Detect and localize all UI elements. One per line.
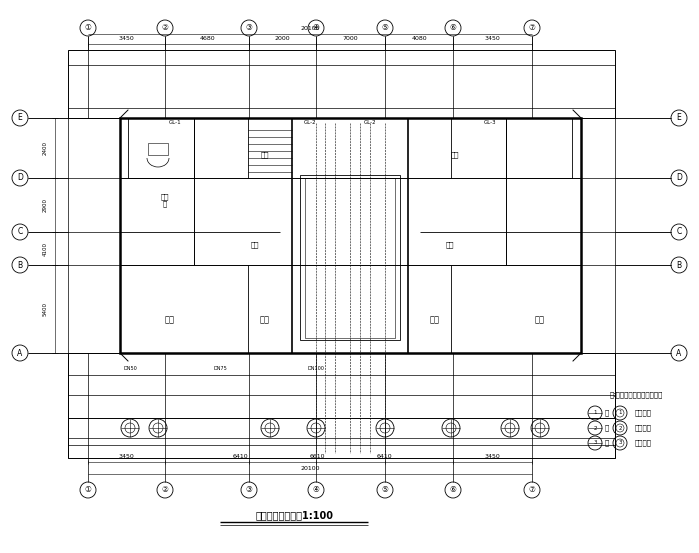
Text: GL-2: GL-2: [303, 119, 317, 124]
Text: D: D: [17, 174, 23, 182]
Text: GL-2: GL-2: [363, 119, 376, 124]
Text: 客厅: 客厅: [430, 316, 440, 325]
Text: B: B: [17, 260, 22, 269]
Bar: [506, 118, 572, 178]
Text: 3: 3: [618, 441, 621, 446]
Text: E: E: [17, 113, 22, 123]
Text: 3450: 3450: [119, 455, 134, 460]
Text: 4080: 4080: [411, 36, 427, 41]
Text: E: E: [677, 113, 682, 123]
Text: 2: 2: [593, 425, 597, 430]
Bar: [300, 175, 400, 340]
Text: ⑥: ⑥: [449, 486, 456, 494]
Text: DN50: DN50: [123, 366, 137, 371]
Text: 一层综排水平面图1:100: 一层综排水平面图1:100: [256, 510, 334, 520]
Text: 3450: 3450: [484, 455, 500, 460]
Text: 卧室: 卧室: [165, 316, 175, 325]
Text: ①: ①: [85, 23, 92, 33]
Text: ③: ③: [245, 23, 252, 33]
Text: A: A: [17, 348, 22, 357]
Text: 卫生
间: 卫生 间: [161, 193, 169, 207]
Text: 6410: 6410: [377, 455, 392, 460]
Text: C: C: [677, 227, 682, 237]
Text: 7000: 7000: [343, 36, 359, 41]
Text: ⑤: ⑤: [382, 23, 389, 33]
Text: 1: 1: [618, 410, 621, 415]
Text: 4680: 4680: [199, 36, 215, 41]
Text: 与: 与: [605, 425, 609, 431]
Text: D: D: [676, 174, 682, 182]
Text: A: A: [677, 348, 682, 357]
Text: 楼梯: 楼梯: [261, 152, 269, 158]
Text: 厨房: 厨房: [446, 242, 454, 248]
Text: 20100: 20100: [301, 467, 319, 472]
Text: 厨房: 厨房: [251, 242, 259, 248]
Text: ⑦: ⑦: [528, 486, 535, 494]
Text: 卧室: 卧室: [535, 316, 545, 325]
Text: GL-1: GL-1: [168, 119, 181, 124]
Text: 4100: 4100: [43, 242, 48, 255]
Bar: [68, 353, 615, 458]
Text: 2000: 2000: [275, 36, 290, 41]
Text: 2: 2: [618, 425, 621, 430]
Text: 楼梯: 楼梯: [451, 152, 459, 158]
Text: 3450: 3450: [119, 36, 134, 41]
Text: ③: ③: [245, 486, 252, 494]
Text: 5400: 5400: [43, 302, 48, 316]
Text: ①: ①: [85, 486, 92, 494]
Text: 对称布置: 对称布置: [635, 425, 652, 431]
Text: 3450: 3450: [484, 36, 500, 41]
Text: 对称布置: 对称布置: [635, 440, 652, 446]
Text: GL-3: GL-3: [484, 119, 496, 124]
Text: B: B: [677, 260, 682, 269]
Text: 与: 与: [605, 410, 609, 416]
Bar: [68, 50, 615, 118]
Text: 6610: 6610: [309, 455, 325, 460]
Text: 20100: 20100: [301, 27, 319, 32]
Text: 2900: 2900: [43, 198, 48, 212]
Text: C: C: [17, 227, 22, 237]
Bar: [120, 118, 581, 353]
Text: 与: 与: [605, 440, 609, 446]
Text: ④: ④: [312, 23, 319, 33]
Text: ②: ②: [161, 23, 168, 33]
Bar: [148, 143, 168, 155]
Text: ④: ④: [312, 486, 319, 494]
Text: 注:左右两户给排水对称布置: 注:左右两户给排水对称布置: [610, 392, 663, 398]
Bar: [305, 178, 395, 338]
Text: DN75: DN75: [213, 366, 227, 371]
Text: 2400: 2400: [43, 141, 48, 155]
Text: ⑥: ⑥: [449, 23, 456, 33]
Text: ⑦: ⑦: [528, 23, 535, 33]
Text: 1: 1: [593, 410, 597, 415]
Text: 3: 3: [593, 441, 597, 446]
Text: 客厅: 客厅: [260, 316, 270, 325]
Text: ⑤: ⑤: [382, 486, 389, 494]
Bar: [128, 118, 194, 178]
Text: DN100: DN100: [308, 366, 324, 371]
Text: ②: ②: [161, 486, 168, 494]
Text: 6410: 6410: [233, 455, 248, 460]
Text: 对称布置: 对称布置: [635, 410, 652, 416]
